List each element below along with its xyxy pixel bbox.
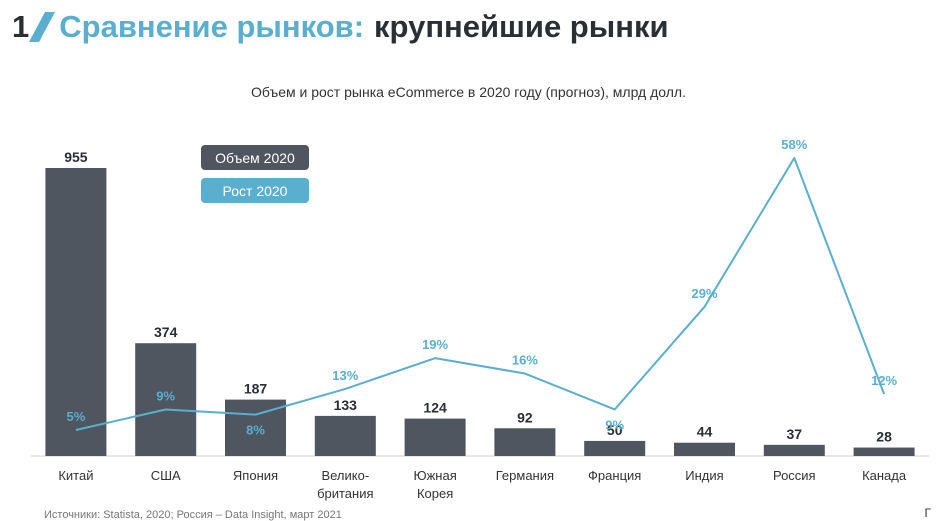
legend-growth: Рост 2020 (201, 178, 309, 203)
bar-value-label: 92 (517, 409, 533, 425)
bar-volume (853, 447, 915, 456)
category-label: Индия (685, 468, 723, 483)
section-number: 1 (12, 9, 30, 44)
bar-value-label: 133 (334, 397, 358, 413)
bar-value-label: 124 (423, 400, 447, 416)
bar-volume (45, 168, 107, 456)
category-label: Корея (417, 486, 453, 501)
source-note: Источники: Statista, 2020; Россия – Data… (44, 509, 342, 521)
bar-value-label: 955 (64, 149, 88, 165)
bar-value-label: 28 (876, 429, 892, 445)
category-label: Япония (233, 468, 278, 483)
category-label: британия (317, 486, 373, 501)
category-label: Канада (862, 468, 907, 483)
bar-value-label: 50 (607, 422, 623, 438)
bar-value-label: 187 (244, 381, 268, 397)
bar-value-label: 44 (697, 424, 713, 440)
category-label: Россия (773, 468, 816, 483)
bar-value-label: 374 (154, 324, 178, 340)
category-label: США (151, 468, 181, 483)
growth-value-label: 12% (871, 373, 897, 388)
bar-volume (584, 440, 646, 456)
page-title: 1 Сравнение рынков: крупнейшие рынки (12, 4, 669, 50)
corner-mark: Г (924, 506, 932, 520)
growth-value-label: 19% (422, 337, 448, 352)
bar-volume (404, 418, 466, 456)
category-label: Китай (58, 468, 93, 483)
bar-volume (135, 343, 197, 456)
growth-value-label: 9% (605, 417, 624, 432)
growth-line (75, 157, 886, 431)
bar-volume (674, 442, 735, 456)
category-label: Франция (588, 468, 641, 483)
growth-value-label: 13% (332, 368, 358, 383)
category-label: Велико- (321, 468, 369, 483)
bar-volume (494, 428, 556, 456)
growth-value-label: 16% (512, 353, 538, 368)
title-rest: крупнейшие рынки (374, 9, 669, 44)
growth-value-label: 8% (246, 423, 265, 438)
title-accent: Сравнение рынков: (59, 9, 365, 44)
growth-value-label: 5% (67, 409, 86, 424)
chart-title: Объем и рост рынка eCommerce в 2020 году… (251, 84, 686, 100)
bar-volume (314, 415, 376, 456)
category-label: Германия (496, 468, 554, 483)
legend-volume: Объем 2020 (201, 145, 309, 170)
growth-value-label: 9% (156, 388, 175, 403)
growth-value-label: 29% (691, 286, 717, 301)
bar-value-label: 37 (787, 426, 803, 442)
growth-value-label: 58% (781, 137, 807, 152)
category-label: Южная (413, 468, 456, 483)
bar-volume (763, 444, 825, 456)
